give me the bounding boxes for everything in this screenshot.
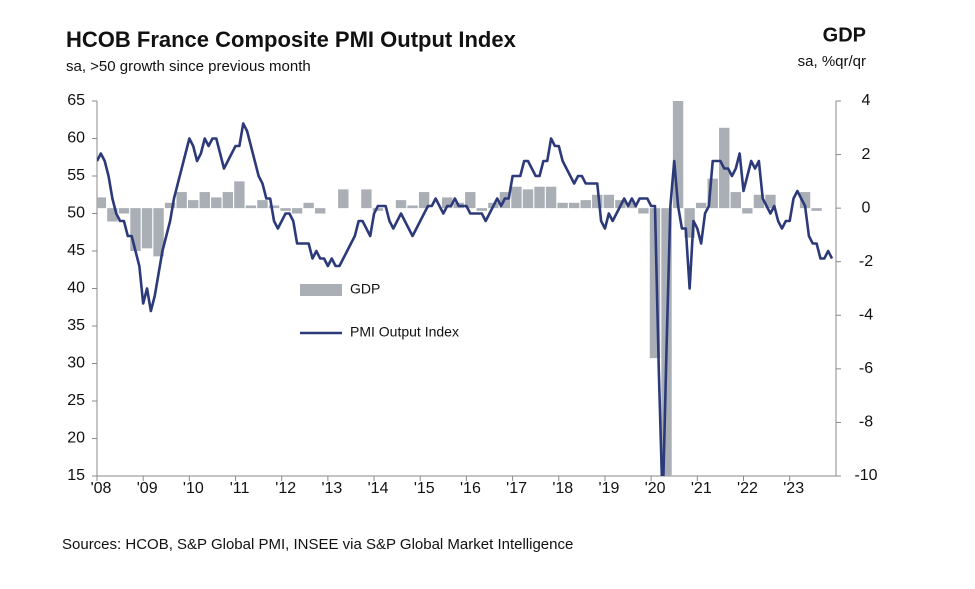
x-tick-label: '18 (552, 480, 573, 497)
bar (130, 208, 141, 251)
x-tick-label: '15 (414, 480, 435, 497)
y-tick-label: 50 (67, 205, 85, 222)
bar (695, 202, 707, 209)
bar (338, 189, 349, 209)
bar (153, 208, 164, 257)
bar (211, 197, 222, 209)
bar (176, 192, 187, 209)
x-tick-label: '12 (275, 480, 296, 497)
bar (418, 192, 430, 209)
bar (234, 181, 245, 209)
bar (141, 208, 153, 249)
bar (545, 186, 557, 209)
bar (649, 208, 661, 359)
bar (303, 202, 314, 209)
bar (765, 194, 776, 209)
bar (280, 208, 291, 211)
legend-swatch (300, 284, 342, 296)
x-tick-label: '17 (506, 480, 527, 497)
bar (97, 197, 107, 209)
legend-label: GDP (350, 281, 380, 297)
source: Sources: HCOB, S&P Global PMI, INSEE via… (62, 536, 573, 553)
bar (684, 208, 695, 238)
chart-subtitle: sa, >50 growth since previous month (66, 58, 311, 75)
bar (557, 202, 568, 209)
bar (603, 194, 615, 209)
bar (811, 208, 822, 211)
bar (534, 186, 545, 209)
x-tick-label: '14 (368, 480, 389, 497)
x-tick-label: '08 (91, 480, 112, 497)
x-tick-label: '22 (737, 480, 758, 497)
y-tick-label: 40 (67, 280, 85, 297)
y-tick-label: 55 (67, 167, 85, 184)
y-tick-label: 65 (67, 92, 85, 109)
bar (592, 194, 603, 209)
bar (672, 101, 684, 209)
y-tick-label: 30 (67, 355, 85, 372)
x-tick-label: '13 (321, 480, 342, 497)
bar (245, 205, 257, 209)
y-tick-label: 25 (67, 392, 85, 409)
bar (522, 189, 534, 209)
bar (730, 192, 741, 209)
y2-tick-label: -6 (859, 360, 873, 377)
bar (361, 189, 372, 209)
y2-tick-label: 0 (862, 199, 871, 216)
bar (314, 208, 326, 214)
bar (753, 194, 765, 209)
bar (465, 192, 476, 209)
bar (268, 205, 280, 209)
y2-subtitle: sa, %qr/qr (798, 53, 866, 70)
y2-tick-label: -2 (859, 253, 873, 270)
bar (291, 208, 303, 214)
chart-title: HCOB France Composite PMI Output Index (66, 27, 517, 52)
y-tick-label: 35 (67, 317, 85, 334)
y2-tick-label: 2 (862, 146, 871, 163)
bar (638, 208, 649, 214)
line (97, 122, 834, 476)
bar (372, 208, 384, 211)
x-tick-label: '10 (183, 480, 204, 497)
x-tick-label: '20 (645, 480, 666, 497)
bar (188, 200, 199, 209)
y2-tick-label: 4 (862, 92, 871, 109)
bar (476, 208, 488, 211)
y-tick-label: 45 (67, 242, 85, 259)
bar (407, 205, 418, 209)
bar (511, 186, 522, 209)
bar (707, 178, 718, 209)
x-tick-label: '09 (137, 480, 158, 497)
y-tick-label: 60 (67, 130, 85, 147)
y-tick-label: 20 (67, 430, 85, 447)
bar (222, 192, 234, 209)
x-tick-label: '11 (230, 480, 250, 497)
y2-tick-label: -10 (854, 467, 877, 484)
bar (799, 192, 811, 209)
bar (580, 200, 591, 209)
y2-tick-label: -4 (859, 307, 873, 324)
bar (118, 208, 130, 214)
bar (257, 200, 268, 209)
bar (164, 202, 176, 209)
bar (107, 208, 118, 222)
x-tick-label: '23 (783, 480, 804, 497)
bar (395, 200, 407, 209)
y2-title: GDP (823, 24, 866, 46)
bar (568, 202, 580, 209)
bar (626, 202, 638, 209)
bar (742, 208, 753, 214)
y-tick-label: 15 (67, 467, 85, 484)
bar (199, 192, 210, 209)
y2-tick-label: -8 (859, 414, 873, 431)
bar (441, 197, 453, 209)
x-tick-label: '21 (691, 480, 712, 497)
legend-label: PMI Output Index (350, 324, 459, 340)
x-tick-label: '16 (460, 480, 481, 497)
x-tick-label: '19 (599, 480, 620, 497)
plot (97, 101, 834, 476)
